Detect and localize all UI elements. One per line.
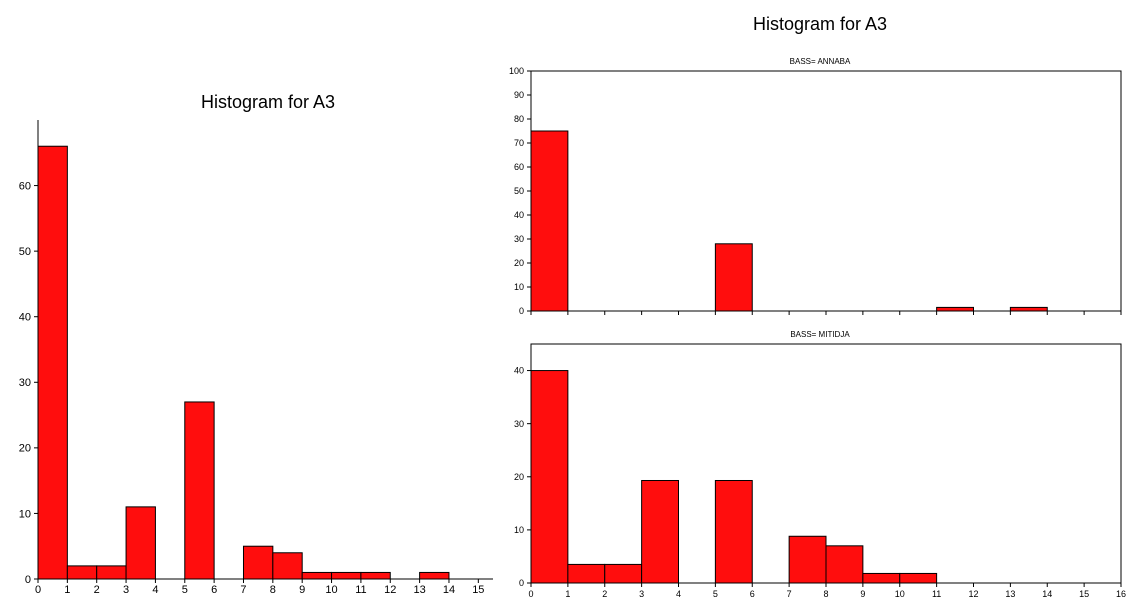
x-tick-label: 8 (270, 584, 276, 596)
y-tick-label: 10 (514, 282, 524, 292)
y-tick-label: 20 (19, 443, 31, 455)
histogram-bar (66, 565, 98, 580)
histogram-bar (641, 479, 679, 584)
histogram-bar (360, 571, 391, 580)
histogram-bar (936, 306, 974, 312)
histogram-bar (714, 479, 753, 584)
x-tick-label: 10 (325, 584, 337, 596)
histogram-bar (331, 571, 362, 580)
x-tick-label: 6 (750, 589, 755, 598)
histogram-bar (862, 572, 901, 584)
y-tick-label: 40 (514, 210, 524, 220)
y-tick-label: 90 (514, 90, 524, 100)
y-tick-label: 60 (19, 180, 31, 192)
x-tick-label: 7 (240, 584, 246, 596)
y-tick-label: 40 (514, 366, 524, 376)
x-tick-label: 4 (152, 584, 158, 596)
x-tick-label: 2 (94, 584, 100, 596)
histogram-bar (530, 130, 569, 312)
histogram-bar (419, 571, 450, 580)
x-tick-label: 12 (384, 584, 396, 596)
histogram-bar (125, 506, 156, 580)
x-tick-label: 9 (299, 584, 305, 596)
histogram-bar (530, 370, 569, 584)
histogram-bar (604, 563, 643, 584)
x-tick-label: 13 (413, 584, 425, 596)
histogram-bar (1009, 306, 1048, 312)
y-tick-label: 70 (514, 138, 524, 148)
y-tick-label: 100 (509, 66, 524, 76)
histogram-bar (242, 545, 274, 580)
y-tick-label: 50 (514, 186, 524, 196)
x-tick-label: 1 (565, 589, 570, 598)
mitidja-panel-subtitle: BASS= MITIDJA (790, 330, 850, 339)
x-tick-label: 11 (932, 589, 941, 598)
x-tick-label: 14 (443, 584, 455, 596)
x-tick-label: 3 (639, 589, 644, 598)
y-tick-label: 30 (514, 419, 524, 429)
x-tick-label: 10 (895, 589, 905, 598)
histogram-bar (899, 572, 938, 584)
x-tick-label: 11 (355, 584, 366, 596)
x-tick-label: 6 (211, 584, 217, 596)
x-tick-label: 12 (968, 589, 978, 598)
x-tick-label: 13 (1005, 589, 1015, 598)
y-tick-label: 80 (514, 114, 524, 124)
plot-frame (530, 70, 1122, 312)
x-tick-label: 7 (787, 589, 792, 598)
y-tick-label: 20 (514, 472, 524, 482)
y-tick-label: 0 (519, 306, 524, 316)
histogram-bar (184, 401, 215, 580)
y-tick-label: 10 (514, 525, 524, 535)
x-tick-label: 0 (35, 584, 41, 596)
histogram-bar (714, 243, 753, 312)
y-tick-label: 30 (19, 377, 31, 389)
x-tick-label: 5 (713, 589, 718, 598)
y-tick-label: 50 (19, 246, 31, 258)
y-tick-label: 30 (514, 234, 524, 244)
y-tick-label: 20 (514, 258, 524, 268)
annaba-histogram-panel: 0 10 20 30 40 50 60 70 80 90 100 (509, 66, 1122, 316)
x-tick-label: 4 (676, 589, 681, 598)
y-tick-label: 0 (519, 578, 524, 588)
histogram-bar (301, 571, 333, 580)
x-tick-label: 3 (123, 584, 129, 596)
x-tick-label: 14 (1042, 589, 1052, 598)
x-tick-label: 15 (1079, 589, 1089, 598)
x-tick-label: 2 (602, 589, 607, 598)
histogram-bar (788, 535, 827, 584)
x-tick-label: 15 (472, 584, 484, 596)
y-tick-label: 10 (19, 508, 31, 520)
x-tick-label: 16 (1116, 589, 1126, 598)
x-tick-label: 8 (823, 589, 828, 598)
x-tick-label: 0 (528, 589, 533, 598)
annaba-panel-subtitle: BASS= ANNABA (790, 57, 851, 66)
histogram-bar (37, 145, 68, 580)
x-tick-label: 9 (860, 589, 865, 598)
right-chart-title: Histogram for A3 (753, 14, 887, 34)
y-tick-label: 0 (25, 574, 31, 586)
y-tick-label: 40 (19, 312, 31, 324)
histogram-bar (272, 552, 303, 580)
x-tick-label: 1 (64, 584, 70, 596)
histogram-bar (567, 563, 606, 584)
x-tick-label: 5 (182, 584, 188, 596)
left-chart-title: Histogram for A3 (201, 92, 335, 112)
histogram-bar (825, 545, 864, 584)
histogram-bar (96, 565, 127, 580)
y-tick-label: 60 (514, 162, 524, 172)
